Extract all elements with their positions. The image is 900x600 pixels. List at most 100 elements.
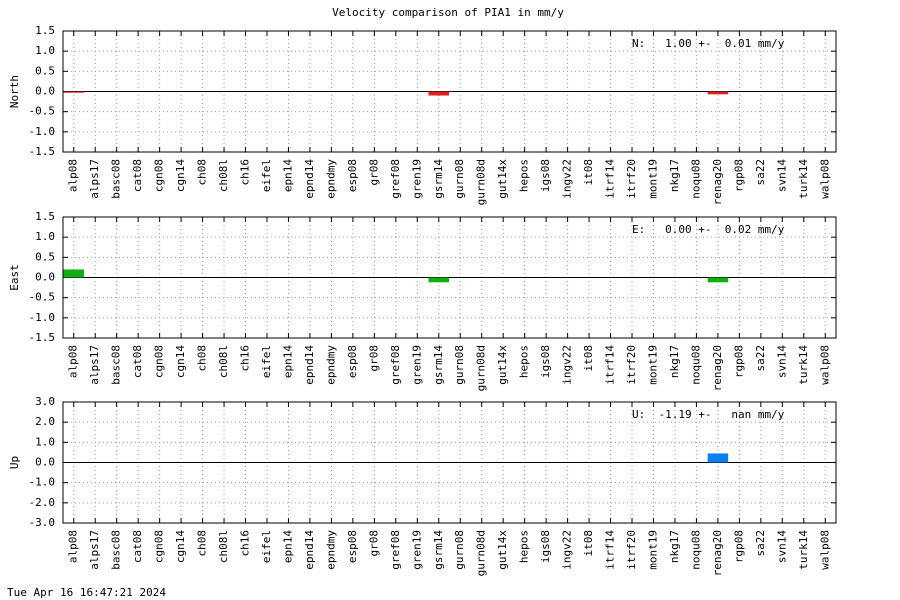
y-tick-label: 0.0	[35, 271, 55, 284]
y-tick-label: 2.0	[35, 415, 55, 428]
x-tick-label: noqu08	[689, 530, 702, 570]
x-tick-label: svn14	[775, 159, 788, 192]
x-tick-label: nkg17	[668, 159, 681, 192]
x-tick-label: epn14	[281, 159, 294, 192]
y-axis-label: Up	[8, 456, 21, 469]
x-tick-label: ingv22	[561, 345, 574, 385]
x-tick-label: eifel	[260, 530, 273, 563]
x-tick-label: gurn08d	[475, 159, 488, 205]
x-tick-label: cat08	[131, 530, 144, 563]
x-tick-label: alp08	[67, 530, 80, 563]
x-tick-label: hepos	[518, 345, 531, 378]
x-tick-label: cgn14	[174, 159, 187, 192]
x-tick-label: mont19	[646, 345, 659, 385]
x-tick-label: gurn08	[453, 159, 466, 199]
x-tick-label: ch16	[239, 530, 252, 557]
bar	[707, 453, 729, 463]
x-tick-label: itrf14	[604, 530, 617, 570]
plot-frame	[62, 216, 837, 339]
x-tick-label: ch08l	[217, 159, 230, 192]
x-tick-label: renag20	[711, 345, 724, 391]
y-tick-label: -0.5	[29, 105, 56, 118]
x-tick-label: sa22	[754, 345, 767, 372]
x-tick-label: epndmy	[324, 159, 337, 199]
x-tick-label: turk14	[797, 345, 810, 385]
x-tick-label: rgp08	[732, 159, 745, 192]
bar	[63, 269, 84, 278]
x-tick-label: it08	[582, 530, 595, 557]
x-tick-label: walp08	[818, 159, 831, 199]
x-tick-label: epndmy	[324, 345, 337, 385]
x-tick-label: itrf20	[625, 159, 638, 199]
x-tick-label: epndmy	[324, 530, 337, 570]
x-tick-label: itrf14	[604, 345, 617, 385]
annotation: N: 1.00 +- 0.01 mm/y	[632, 37, 785, 50]
x-tick-label: gren19	[410, 345, 423, 385]
chart-title: Velocity comparison of PIA1 in mm/y	[332, 6, 564, 19]
x-tick-label: itrf20	[625, 530, 638, 570]
x-tick-label: renag20	[711, 159, 724, 205]
x-tick-label: ch16	[239, 345, 252, 372]
x-tick-label: ingv22	[561, 530, 574, 570]
x-tick-label: rgp08	[732, 345, 745, 378]
y-tick-label: 0.0	[35, 85, 55, 98]
x-tick-label: gref08	[389, 530, 402, 570]
x-tick-label: rgp08	[732, 530, 745, 563]
x-tick-label: esp08	[346, 159, 359, 192]
x-tick-label: epnd14	[303, 530, 316, 570]
bar	[63, 91, 84, 93]
bar	[707, 277, 729, 283]
x-tick-label: renag20	[711, 530, 724, 576]
y-tick-label: 3.0	[35, 395, 55, 408]
x-tick-label: cgn14	[174, 530, 187, 563]
x-tick-label: gut14x	[496, 159, 509, 199]
y-tick-label: -1.5	[29, 331, 56, 344]
x-tick-label: gref08	[389, 345, 402, 385]
x-tick-label: gren19	[410, 530, 423, 570]
y-tick-label: 1.0	[35, 230, 55, 243]
annotation: E: 0.00 +- 0.02 mm/y	[632, 223, 785, 236]
x-tick-label: alp08	[67, 159, 80, 192]
x-tick-label: gurn08d	[475, 345, 488, 391]
y-tick-label: 0.5	[35, 250, 55, 263]
y-tick-label: -1.5	[29, 145, 56, 158]
y-tick-label: 0.5	[35, 64, 55, 77]
x-tick-label: ch08	[196, 530, 209, 557]
annotation: U: -1.19 +- nan mm/y	[632, 408, 785, 421]
y-axis-label: East	[8, 264, 21, 291]
y-axis-label: North	[8, 75, 21, 108]
x-tick-label: alps17	[88, 159, 101, 199]
x-tick-label: gr08	[367, 159, 380, 186]
x-tick-label: cgn08	[153, 159, 166, 192]
x-tick-label: igs08	[539, 345, 552, 378]
timestamp: Tue Apr 16 16:47:21 2024	[7, 586, 166, 599]
x-tick-label: epnd14	[303, 345, 316, 385]
x-tick-label: it08	[582, 345, 595, 372]
y-tick-label: -0.5	[29, 291, 56, 304]
x-tick-label: turk14	[797, 159, 810, 199]
x-tick-label: alp08	[67, 345, 80, 378]
x-tick-label: ch16	[239, 159, 252, 186]
x-tick-label: ch08l	[217, 345, 230, 378]
bar	[428, 277, 449, 283]
x-tick-label: itrf14	[604, 159, 617, 199]
x-tick-label: nkg17	[668, 345, 681, 378]
x-tick-label: ch08l	[217, 530, 230, 563]
x-tick-label: gurn08	[453, 530, 466, 570]
y-tick-label: 1.5	[35, 24, 55, 37]
y-tick-label: -2.0	[29, 496, 56, 509]
x-tick-label: mont19	[646, 530, 659, 570]
x-tick-label: basc08	[110, 530, 123, 570]
y-tick-label: -3.0	[29, 516, 56, 529]
x-tick-label: gref08	[389, 159, 402, 199]
x-tick-label: it08	[582, 159, 595, 186]
x-tick-label: gut14x	[496, 530, 509, 570]
x-tick-label: ch08	[196, 159, 209, 186]
x-tick-label: cgn14	[174, 345, 187, 378]
x-tick-label: sa22	[754, 530, 767, 557]
y-tick-label: 0.0	[35, 456, 55, 469]
x-tick-label: svn14	[775, 345, 788, 378]
x-tick-label: ingv22	[561, 159, 574, 199]
y-tick-label: -1.0	[29, 311, 56, 324]
x-tick-label: itrf20	[625, 345, 638, 385]
